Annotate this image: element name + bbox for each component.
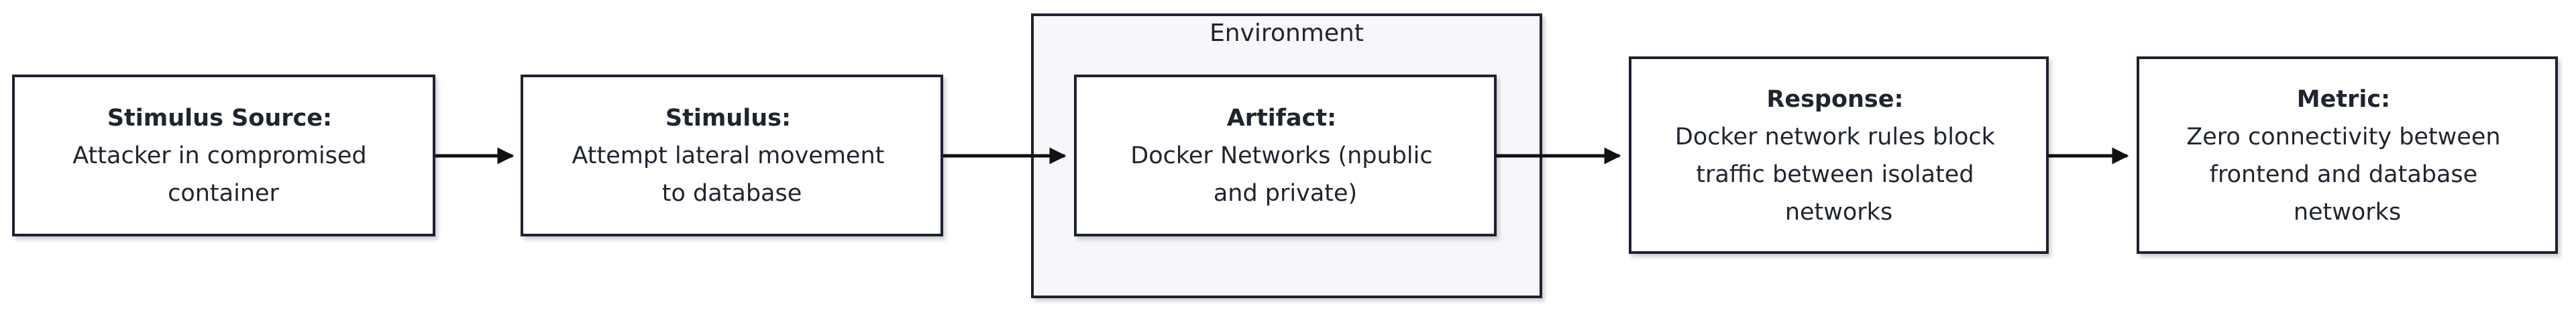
- node-box: [1629, 56, 2049, 254]
- node-line: Docker Networks (npublic: [1130, 142, 1432, 169]
- environment-label: Environment: [1210, 19, 1364, 47]
- node-line: Attacker in compromised: [72, 142, 366, 169]
- node-stimulus: Stimulus: Attempt lateral movement to da…: [521, 75, 943, 236]
- node-box: [521, 75, 943, 236]
- node-stimulus-source: Stimulus Source: Attacker in compromised…: [12, 75, 435, 236]
- svg-text:Stimulus Source: Attacke: Stimulus Source: Attacker in compromised…: [72, 105, 374, 207]
- svg-text:Metric: Zero connectivit: Metric: Zero connectivity between fronte…: [2186, 86, 2508, 226]
- node-line: to database: [662, 180, 802, 207]
- node-line: Attempt lateral movement: [572, 142, 884, 169]
- node-line: traffic between isolated: [1696, 161, 1974, 188]
- node-line: networks: [1785, 199, 1892, 226]
- node-title: Artifact:: [1227, 105, 1336, 132]
- node-line: frontend and database: [2210, 161, 2478, 188]
- node-metric: Metric: Zero connectivity between fronte…: [2137, 56, 2558, 254]
- node-line: and private): [1214, 180, 1357, 207]
- node-box: [1074, 75, 1497, 236]
- node-title: Stimulus:: [665, 105, 791, 132]
- node-line: networks: [2294, 199, 2401, 226]
- node-box: [2137, 56, 2558, 254]
- node-line: container: [168, 180, 279, 207]
- node-title: Response:: [1766, 86, 1903, 113]
- svg-text:Response: Docker network: Response: Docker network rules block tra…: [1675, 86, 2002, 226]
- node-line: Zero connectivity between: [2186, 124, 2500, 150]
- node-title: Stimulus Source:: [107, 105, 332, 132]
- node-response: Response: Docker network rules block tra…: [1629, 56, 2049, 254]
- node-title: Metric:: [2297, 86, 2390, 113]
- node-box: [12, 75, 435, 236]
- svg-text:Artifact: Docker Network: Artifact: Docker Networks (npublic and p…: [1130, 105, 1440, 207]
- svg-text:Stimulus: Attempt latera: Stimulus: Attempt lateral movement to da…: [572, 105, 892, 207]
- node-artifact: Artifact: Docker Networks (npublic and p…: [1074, 75, 1497, 236]
- node-line: Docker network rules block: [1675, 124, 1996, 150]
